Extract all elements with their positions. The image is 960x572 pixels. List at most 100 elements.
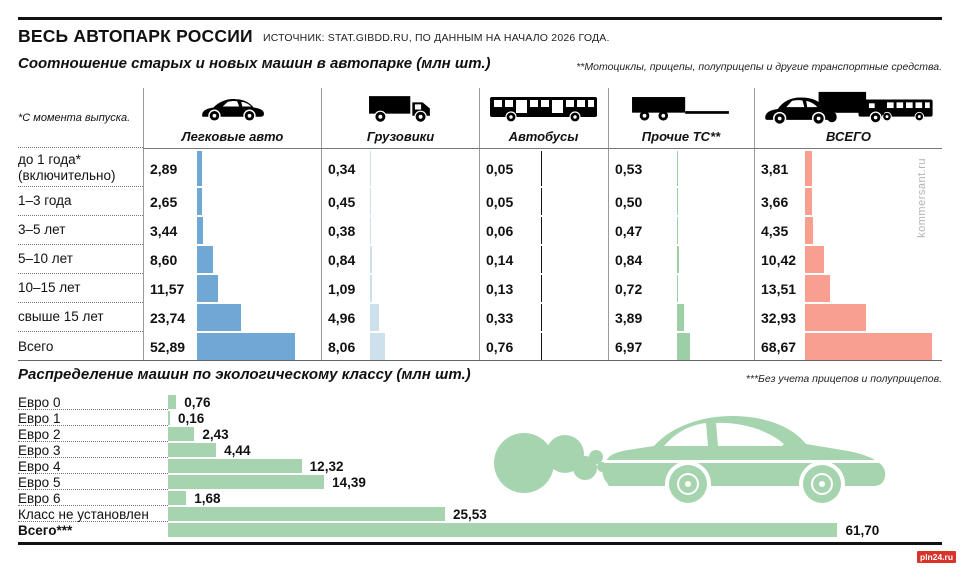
age-bar [805, 217, 814, 244]
column-label: Легковые авто [181, 129, 284, 144]
age-value: 0,34 [328, 160, 356, 177]
age-value-cell: 8,60 [143, 245, 321, 274]
age-value-cell: 13,51 [754, 274, 942, 303]
age-value-cell: 3,44 [143, 216, 321, 245]
eco-row-label: Класс не установлен [18, 507, 149, 522]
car-icon [200, 88, 266, 129]
age-value-cell: 0,45 [321, 187, 479, 216]
eco-row: Класс не установлен 25,53 [0, 506, 960, 522]
eco-value: 4,44 [224, 443, 251, 458]
age-row-label: 3–5 лет [18, 216, 143, 245]
age-value: 0,53 [615, 160, 643, 177]
age-table: *С момента выпуска. Легковые авто [0, 88, 960, 361]
eco-bar [168, 411, 170, 425]
age-value: 0,50 [615, 193, 643, 210]
eco-bar [168, 459, 302, 473]
age-row: до 1 года* (включительно) 2,89 0,34 0,05 0,5… [0, 150, 960, 187]
age-value: 3,81 [761, 160, 789, 177]
age-value-cell: 3,89 [608, 303, 754, 332]
eco-dotted-line [18, 489, 168, 490]
age-row-label: 10–15 лет [18, 274, 143, 303]
top-rule [18, 17, 942, 20]
eco-row-label: Евро 0 [18, 395, 61, 410]
age-bar [370, 151, 371, 186]
age-bar [805, 333, 933, 360]
age-value-cell: 0,76 [479, 332, 608, 361]
age-value-cell: 0,84 [608, 245, 754, 274]
column-separator [754, 88, 755, 361]
age-value-cell: 32,93 [754, 303, 942, 332]
section-age-title: Соотношение старых и новых машин в автоп… [18, 55, 491, 72]
age-value: 0,05 [486, 193, 514, 210]
eco-value: 0,76 [184, 395, 211, 410]
age-value: 11,57 [150, 280, 185, 297]
age-value-cell: 23,74 [143, 303, 321, 332]
age-bar [541, 151, 542, 186]
age-value: 2,65 [150, 193, 178, 210]
age-value: 32,93 [761, 309, 797, 326]
eco-dotted-line [18, 521, 168, 522]
eco-row: Евро 1 0,16 [0, 410, 960, 426]
age-value: 6,97 [615, 338, 643, 355]
eco-bar [168, 395, 177, 409]
age-value-cell: 68,67 [754, 332, 942, 361]
age-bar [197, 304, 241, 331]
age-value-cell: 0,05 [479, 150, 608, 187]
age-bar [677, 217, 678, 244]
age-value-cell: 0,33 [479, 303, 608, 332]
age-row: 1–3 года 2,65 0,45 0,05 0,50 3,66 [0, 187, 960, 216]
column-header-trucks: Грузовики [322, 88, 479, 148]
age-bar [370, 275, 373, 302]
age-value-cell: 0,06 [479, 216, 608, 245]
age-value: 0,13 [486, 280, 514, 297]
age-value: 2,89 [150, 160, 178, 177]
age-value: 0,84 [328, 251, 356, 268]
age-bar [677, 333, 690, 360]
age-bar [197, 188, 202, 215]
age-value-cell: 3,81 [754, 150, 942, 187]
age-bar [370, 217, 371, 244]
age-bar [197, 333, 295, 360]
source-note: ИСТОЧНИК: STAT.GIBDD.RU, ПО ДАННЫМ НА НА… [263, 32, 610, 44]
eco-row: Евро 6 1,68 [0, 490, 960, 506]
age-bar [805, 246, 825, 273]
age-value: 10,42 [761, 251, 797, 268]
section-eco-footnote: ***Без учета прицепов и полуприцепов. [745, 373, 942, 385]
eco-value: 61,70 [845, 523, 880, 538]
age-value: 0,76 [486, 338, 514, 355]
bus-icon [486, 88, 602, 129]
age-bar [197, 217, 204, 244]
age-value-cell: 0,72 [608, 274, 754, 303]
eco-row-label: Евро 4 [18, 459, 61, 474]
age-bar [197, 151, 203, 186]
eco-row: Евро 4 12,32 [0, 458, 960, 474]
age-value-cell: 0,14 [479, 245, 608, 274]
age-bar [541, 275, 542, 302]
age-value-cell: 0,13 [479, 274, 608, 303]
age-bar [677, 188, 678, 215]
age-value-cell: 0,34 [321, 150, 479, 187]
age-bar [197, 275, 219, 302]
eco-bar [168, 443, 217, 457]
age-value-cell: 11,57 [143, 274, 321, 303]
age-row-label: свыше 15 лет [18, 303, 143, 332]
age-rows: до 1 года* (включительно) 2,89 0,34 0,05 0,5… [0, 150, 960, 361]
eco-row: Евро 2 2,43 [0, 426, 960, 442]
age-bar [370, 246, 372, 273]
age-row: 5–10 лет 8,60 0,84 0,14 0,84 10,42 [0, 245, 960, 274]
age-row-label: Всего [18, 338, 54, 354]
bottom-rule [18, 542, 942, 545]
column-separator [321, 88, 322, 361]
age-value: 0,05 [486, 160, 514, 177]
column-label: ВСЕГО [825, 129, 872, 144]
age-value: 3,89 [615, 309, 643, 326]
age-bar [805, 188, 812, 215]
age-note: *С момента выпуска. [18, 88, 143, 148]
age-value: 8,06 [328, 338, 356, 355]
truck-icon [368, 88, 434, 129]
eco-row-label: Евро 6 [18, 491, 61, 506]
age-value: 68,67 [761, 338, 797, 355]
age-value-cell: 52,89 [143, 332, 321, 361]
column-separator [479, 88, 480, 361]
age-value: 0,06 [486, 222, 514, 239]
